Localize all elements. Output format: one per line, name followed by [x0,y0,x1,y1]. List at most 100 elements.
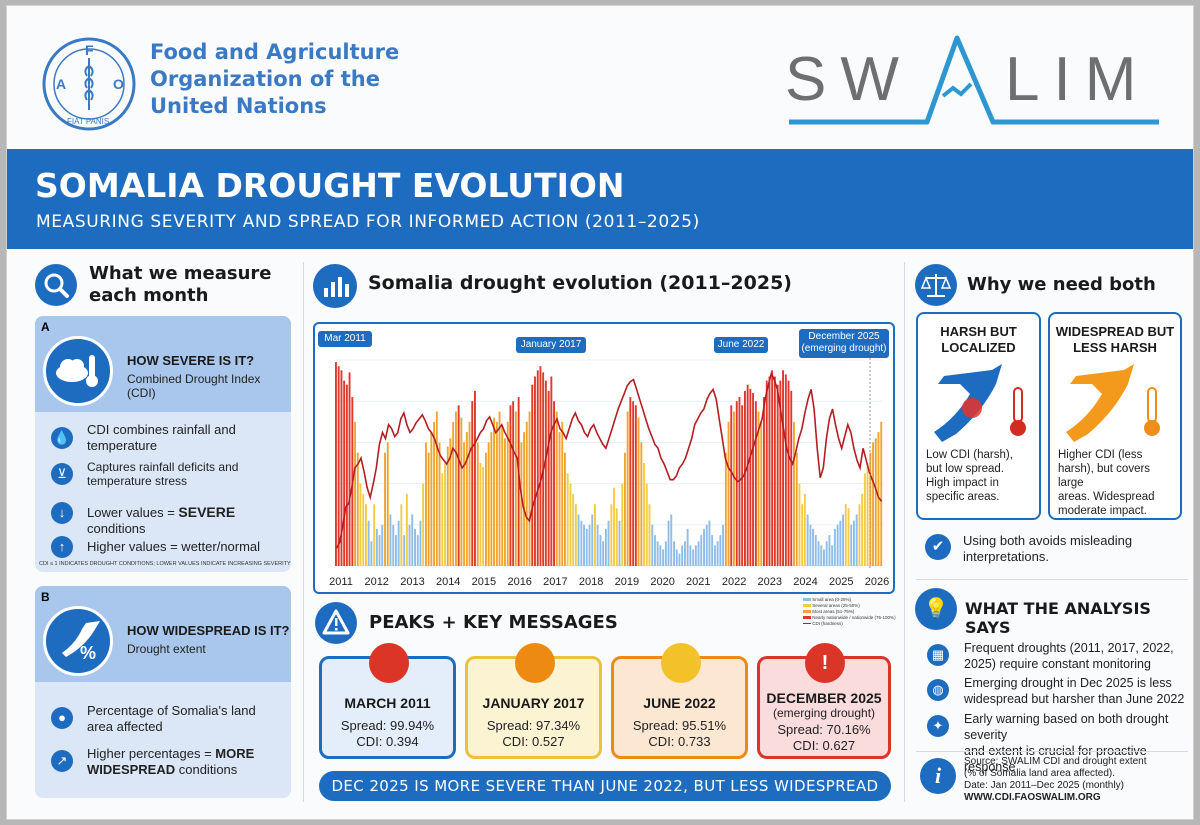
extent-bar [523,432,525,566]
what-we-measure-line1: What we measure [89,263,272,284]
peaks-title: PEAKS + KEY MESSAGES [369,612,618,633]
x-tick-label: 2015 [472,576,496,588]
extent-bar [866,463,869,566]
legend-cdi-label: CDI (hardness) [812,621,843,626]
arrow-down-icon: ↓ [51,502,73,524]
swalim-logo-left: SW [785,45,913,114]
extent-bar [433,421,435,566]
extent-bar [711,535,714,566]
extent-bar [847,508,850,566]
extent-bar [705,524,708,566]
extent-bar [801,504,804,566]
extent-bar [790,390,793,566]
extent-bar [449,438,452,566]
extent-bar [643,463,645,566]
x-tick-label: 2026 [865,576,889,588]
extent-bar [607,520,610,566]
extent-bar [760,421,763,566]
extent-bar [604,528,607,566]
extent-bar [640,442,643,566]
cloud-thermometer-icon [43,336,113,406]
extent-bar [474,390,476,566]
extent-bar [498,411,501,566]
globe-icon: ◍ [927,679,949,701]
extent-bar [403,535,406,566]
x-tick-label: 2021 [686,576,710,588]
panel-b-letter: B [41,590,50,604]
chart-legend: Small area (0-25%) Several areas (25-50%… [803,597,896,627]
extent-item-2-bold: MORE [215,746,255,761]
extent-bar [455,411,457,566]
fao-logo-letter-o: O [113,76,124,92]
x-tick-label: 2014 [436,576,460,588]
x-tick-label: 2017 [543,576,567,588]
extent-bar [651,524,654,566]
extent-bar [580,520,583,566]
extent-bar [686,528,689,566]
callout-jun-2022: June 2022 [714,337,768,353]
extent-bar [419,520,422,566]
analysis-item-1: Frequent droughts (2011, 2017, 2022, 2025… [964,640,1174,672]
extent-bar [354,421,356,566]
extent-bar [378,535,381,566]
svg-text:%: % [80,643,96,663]
x-tick-label: 2025 [829,576,853,588]
analysis-item-1-line1: Frequent droughts (2011, 2017, 2022, [964,641,1174,655]
extent-bar [757,411,760,566]
widespread-head-line1: WIDESPREAD BUT [1055,324,1175,339]
extent-bar [880,421,883,566]
extent-bar [602,541,605,566]
peak-card-2022-cdi: CDI: 0.733 [648,734,711,749]
peak-card-2011: MARCH 2011 Spread: 99.94% CDI: 0.394 [319,643,456,759]
legend-nationwide-label: Nearly nationwide / nationwide (76-100%) [812,615,896,620]
extent-bar [427,452,430,566]
severity-item-1: CDI combines rainfall and temperature [87,422,236,454]
chart-title: Somalia drought evolution (2011–2025) [368,272,792,294]
infographic: F A O FIAT PANIS Food and Agriculture Or… [6,5,1194,820]
search-icon [35,264,77,306]
x-tick-label: 2019 [615,576,639,588]
extent-bar [460,417,463,566]
severity-item-3: Lower values = SEVERE conditions [87,504,291,537]
key-message-banner: DEC 2025 IS MORE SEVERE THAN JUNE 2022, … [319,771,891,801]
source-line2: (% of Somalia land area affected). [964,768,1116,779]
extent-bar [722,524,724,566]
drop-icon: 💧 [51,427,73,449]
analysis-item-2: Emerging drought in Dec 2025 is less wide… [964,675,1184,707]
extent-bar [596,524,599,566]
extent-bar [444,463,446,566]
analysis-title: WHAT THE ANALYSIS SAYS [965,599,1151,637]
severity-panel: A HOW SEVERE IS IT? Combined Drought Ind… [35,316,291,572]
source-url: WWW.CDI.FAOSWALIM.ORG [964,792,1101,803]
extent-bar [784,374,787,566]
extent-bar [479,463,482,566]
extent-bar [400,504,403,566]
extent-bar [495,421,498,566]
extent-panel: B % HOW WIDESPREAD IS IT? Drought extent… [35,586,291,798]
peak-card-2025-note: (emerging drought) [772,706,876,720]
severity-desc: Combined Drought Index (CDI) [127,372,261,400]
red-dot-icon [369,643,409,683]
extent-bar [752,393,754,566]
extent-desc: Drought extent [127,642,206,656]
extent-bar [735,401,738,566]
extent-bar [798,483,801,566]
extent-bar [719,535,722,566]
legend-most-label: Most areas (51-75%) [812,609,855,614]
extent-bar [392,524,395,566]
extent-bar [621,483,624,566]
extent-bar [572,493,575,566]
extent-bar [823,549,825,566]
extent-bar [356,452,359,566]
severity-item-2: Captures rainfall deficits and temperatur… [87,460,238,488]
extent-bar [768,376,771,566]
extent-item-2-suffix: conditions [175,762,238,777]
extent-bar [694,545,697,566]
extent-bar [648,504,651,566]
extent-bar [684,541,686,566]
peak-card-2011-spread: Spread: 99.94% [340,718,435,733]
check-message-line2: interpretations. [963,549,1049,564]
extent-bar [654,535,656,566]
extent-question: HOW WIDESPREAD IS IT? [127,623,290,638]
harsh-localized-body-line4: specific areas. [926,491,1000,503]
